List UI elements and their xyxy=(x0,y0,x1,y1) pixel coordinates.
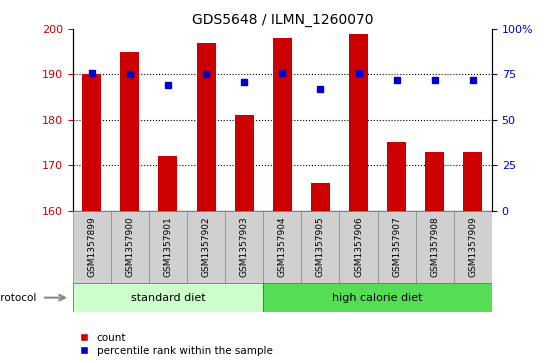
Bar xyxy=(225,211,263,283)
Text: GSM1357902: GSM1357902 xyxy=(202,216,211,277)
Bar xyxy=(425,151,444,211)
Bar xyxy=(463,151,482,211)
Bar xyxy=(454,211,492,283)
Bar xyxy=(158,156,178,211)
Bar xyxy=(273,38,292,211)
Bar xyxy=(263,211,301,283)
Text: GSM1357901: GSM1357901 xyxy=(163,216,173,277)
Bar xyxy=(349,33,368,211)
Text: GSM1357909: GSM1357909 xyxy=(468,216,477,277)
Text: GSM1357906: GSM1357906 xyxy=(354,216,363,277)
Bar xyxy=(187,211,225,283)
Legend: count, percentile rank within the sample: count, percentile rank within the sample xyxy=(78,330,274,358)
Bar xyxy=(73,211,111,283)
Text: GSM1357903: GSM1357903 xyxy=(240,216,249,277)
Bar xyxy=(387,142,406,211)
Bar xyxy=(111,211,149,283)
Bar xyxy=(120,52,139,211)
Text: GSM1357904: GSM1357904 xyxy=(278,216,287,277)
Title: GDS5648 / ILMN_1260070: GDS5648 / ILMN_1260070 xyxy=(192,13,373,26)
Text: GSM1357907: GSM1357907 xyxy=(392,216,401,277)
Text: GSM1357905: GSM1357905 xyxy=(316,216,325,277)
Text: GSM1357899: GSM1357899 xyxy=(87,216,96,277)
Text: growth protocol: growth protocol xyxy=(0,293,36,303)
Bar xyxy=(339,211,377,283)
Bar xyxy=(82,74,101,211)
Text: high calorie diet: high calorie diet xyxy=(333,293,423,303)
Bar xyxy=(235,115,254,211)
Bar xyxy=(416,211,454,283)
Bar xyxy=(73,283,263,312)
Bar xyxy=(197,42,216,211)
Text: GSM1357908: GSM1357908 xyxy=(430,216,439,277)
Text: GSM1357900: GSM1357900 xyxy=(125,216,134,277)
Bar xyxy=(149,211,187,283)
Bar xyxy=(301,211,339,283)
Bar xyxy=(311,183,330,211)
Bar xyxy=(377,211,416,283)
Bar xyxy=(263,283,492,312)
Text: standard diet: standard diet xyxy=(131,293,205,303)
